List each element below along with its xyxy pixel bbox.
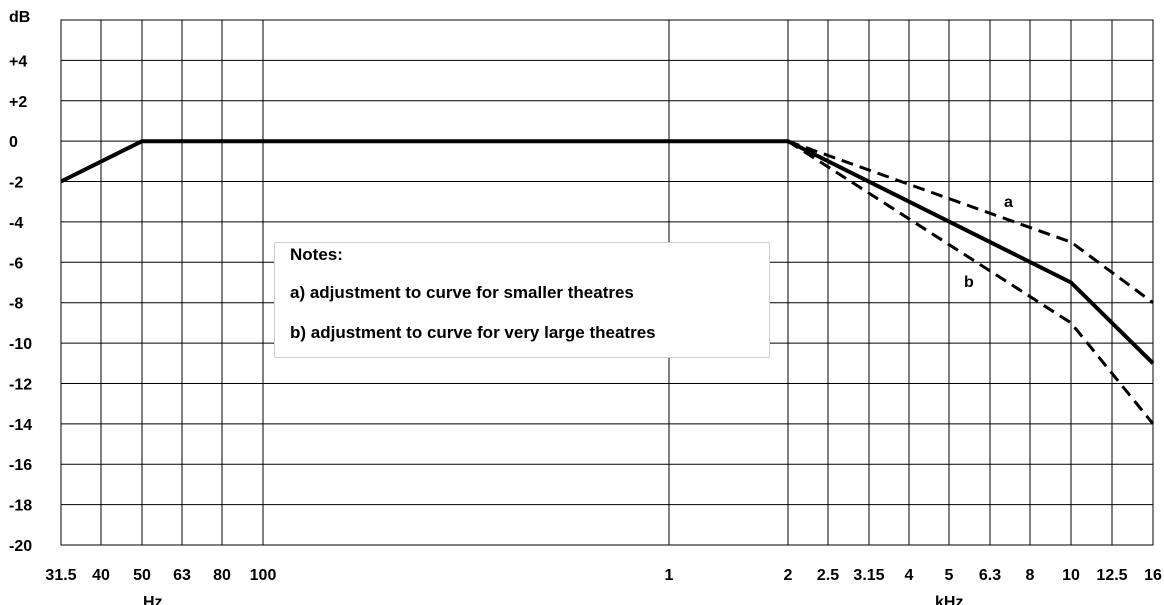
y-tick-label: -14 xyxy=(9,417,32,434)
series-label-b: b xyxy=(964,274,974,291)
y-tick-label: -12 xyxy=(9,376,32,393)
y-tick-label: -20 xyxy=(9,538,32,555)
series-line-a xyxy=(787,139,1154,304)
x-axis-label-hz: Hz xyxy=(143,594,163,605)
series-label-a: a xyxy=(1004,194,1013,211)
x-tick-label: 3.15 xyxy=(853,567,884,584)
x-tick-label: 1 xyxy=(665,567,674,584)
x-tick-label: 4 xyxy=(905,567,914,584)
y-axis-label: dB xyxy=(9,9,30,26)
x-tick-label: 2.5 xyxy=(817,567,839,584)
x-tick-label: 100 xyxy=(250,567,277,584)
series-lines xyxy=(60,139,1155,425)
y-tick-label: +4 xyxy=(9,53,27,70)
y-tick-label: -16 xyxy=(9,457,32,474)
x-tick-label: 2 xyxy=(784,567,793,584)
notes-box: Notes: a) adjustment to curve for smalle… xyxy=(274,242,770,358)
x-tick-label: 50 xyxy=(133,567,151,584)
x-tick-label: 8 xyxy=(1026,567,1035,584)
notes-title: Notes: xyxy=(290,245,343,264)
y-axis-ticks: +4 +2 0 -2 -4 -6 -8 -10 -12 -14 -16 -18 -20 xyxy=(9,53,32,555)
y-tick-label: -6 xyxy=(9,255,23,272)
x-tick-label: 63 xyxy=(173,567,191,584)
note-a: a) adjustment to curve for smaller theat… xyxy=(290,283,634,302)
x-tick-label: 80 xyxy=(213,567,231,584)
note-b: b) adjustment to curve for very large th… xyxy=(290,323,656,342)
y-tick-label: -10 xyxy=(9,336,32,353)
x-axis-ticks: 31.5 40 50 63 80 100 1 2 2.5 3.15 4 5 6.3 8 10 12.5 16 xyxy=(45,567,1162,584)
y-tick-label: +2 xyxy=(9,94,27,111)
y-tick-label: 0 xyxy=(9,134,18,151)
x-tick-label: 10 xyxy=(1062,567,1080,584)
x-axis-label-khz: kHz xyxy=(935,594,963,605)
x-tick-label: 6.3 xyxy=(979,567,1001,584)
y-tick-label: -18 xyxy=(9,498,32,515)
x-tick-label: 40 xyxy=(92,567,110,584)
x-tick-label: 5 xyxy=(945,567,954,584)
x-tick-label: 16 xyxy=(1144,567,1162,584)
series-line-b xyxy=(787,139,1155,425)
x-tick-label: 12.5 xyxy=(1096,567,1127,584)
y-tick-label: -2 xyxy=(9,175,23,192)
plot-frame xyxy=(60,19,1154,546)
x-tick-label: 31.5 xyxy=(45,567,76,584)
y-tick-label: -8 xyxy=(9,296,23,313)
y-tick-label: -4 xyxy=(9,215,23,232)
